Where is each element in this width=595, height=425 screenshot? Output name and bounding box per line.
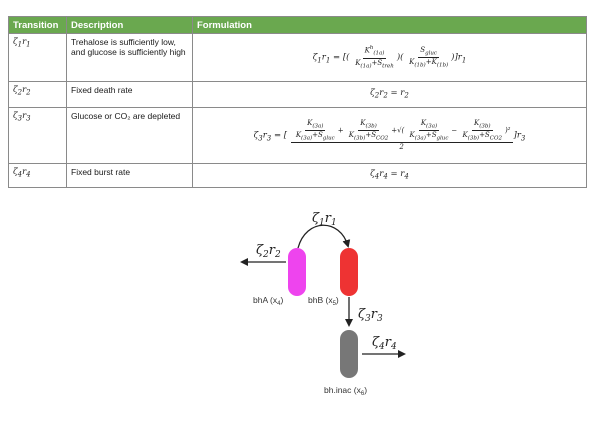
transition-table: Transition Description Formulation ζ1r1 … xyxy=(8,16,587,188)
row2-transition: ζ2r2 xyxy=(8,81,67,108)
label-z2r2: ζ2r2 xyxy=(256,243,281,260)
row4-formulation: ζ4r4 = r4 xyxy=(192,163,587,188)
arrow-z1r1 xyxy=(297,224,351,249)
row1-description: Trehalose is sufficiently low, and gluco… xyxy=(66,33,193,82)
row3-description: Glucose or CO₂ are depleted xyxy=(66,107,193,164)
row1-transition: ζ1r1 xyxy=(8,33,67,82)
node-bhB-label: bhB (x5) xyxy=(308,295,339,307)
row2-description: Fixed death rate xyxy=(66,81,193,108)
header-description: Description xyxy=(66,16,193,34)
node-bhA-label: bhA (x4) xyxy=(253,295,283,307)
row4-transition: ζ4r4 xyxy=(8,163,67,188)
table-row: ζ1r1 Trehalose is sufficiently low, and … xyxy=(8,33,587,82)
node-bhinac xyxy=(340,330,358,378)
table-row: ζ2r2 Fixed death rate ζ2r2 = r2 xyxy=(8,81,587,108)
label-z3r3: ζ3r3 xyxy=(358,307,383,324)
row3-transition: ζ3r3 xyxy=(8,107,67,164)
label-z4r4: ζ4r4 xyxy=(372,335,397,352)
label-z1r1: ζ1r1 xyxy=(312,211,337,228)
header-transition: Transition xyxy=(8,16,67,34)
node-bhB xyxy=(340,248,358,296)
table-row: ζ3r3 Glucose or CO₂ are depleted ζ3r3 = … xyxy=(8,107,587,164)
table-row: ζ4r4 Fixed burst rate ζ4r4 = r4 xyxy=(8,163,587,188)
node-bhA xyxy=(288,248,306,296)
row4-description: Fixed burst rate xyxy=(66,163,193,188)
row2-formulation: ζ2r2 = r2 xyxy=(192,81,587,108)
row3-formulation: ζ3r3 = [ K(3a) K(3a)+Sgluc + K(3b) K(3b)+SC… xyxy=(192,107,587,164)
node-bhinac-label: bh.inac (x6) xyxy=(324,385,367,397)
